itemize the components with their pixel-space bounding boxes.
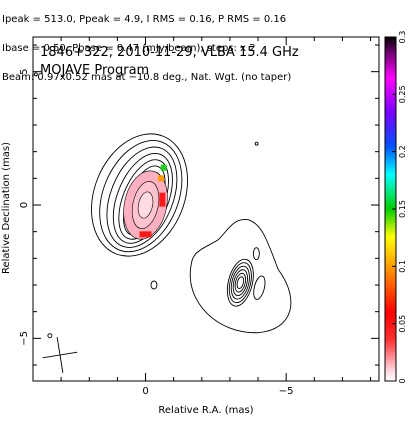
axis-ticks: 0 −5 5 0 −5 — [19, 37, 379, 397]
core-contour — [106, 146, 178, 248]
y-axis-label: Relative Declination (mas) — [1, 142, 12, 274]
colorbar-tick-label: 0.15 — [398, 200, 407, 218]
jet-knot-contour — [234, 272, 247, 293]
y-tick-label: 5 — [19, 68, 30, 74]
core-contour — [99, 140, 183, 253]
header-beam-line: Beam: 0.97x0.52 mas at −10.8 deg., Nat. … — [2, 71, 292, 83]
colorbar-tick-label: 0.25 — [398, 85, 407, 103]
polarization-pixel — [160, 164, 167, 171]
y-tick-label: 0 — [19, 202, 30, 208]
header-base-line: Ibase = 0.50, Pbase = 0.47 (mJy/beam), s… — [2, 42, 256, 54]
jet-knot-contour — [232, 269, 248, 297]
small-contour — [150, 280, 158, 290]
small-contour — [47, 333, 53, 339]
plot-header: Ipeak = 513.0, Ppeak = 4.9, I RMS = 0.16… — [2, 0, 291, 92]
x-axis-label: Relative R.A. (mas) — [158, 405, 253, 416]
beam-minor-axis — [42, 351, 78, 359]
colorbar-ticks: 0 0.05 0.1 0.15 0.2 0.25 0.3 — [392, 31, 407, 384]
colorbar-tick-label: 0.1 — [398, 260, 407, 273]
contour-layer — [33, 72, 292, 339]
x-tick-label: 0 — [142, 386, 148, 397]
jet-outer-contour — [189, 219, 292, 334]
jet-knot-contour — [230, 265, 250, 300]
x-tick-label: −5 — [279, 386, 294, 397]
core-intensity-fill — [137, 191, 154, 219]
y-tick-label: −5 — [19, 331, 30, 346]
small-contour — [33, 72, 38, 77]
small-contour — [254, 141, 259, 146]
chart-title: 1846+322, 2010-11-29, VLBA 15.4 GHz — [40, 45, 299, 60]
chart-subtitle: MOJAVE Program — [40, 63, 149, 78]
colorbar-tick-label: 0.3 — [398, 31, 407, 44]
jet-knot-contour — [228, 262, 252, 304]
jet-knot-contour — [236, 276, 245, 289]
polarization-layer — [139, 164, 167, 238]
beam-ellipse — [42, 337, 78, 373]
polarization-pixel — [139, 231, 152, 238]
plot-frame — [32, 36, 380, 382]
header-stats-line: Ipeak = 513.0, Ppeak = 4.9, I RMS = 0.16… — [2, 14, 287, 26]
colorbar-tick-label: 0.05 — [398, 315, 407, 333]
colorbar-tick-label: 0 — [398, 378, 407, 383]
colorbar-tick-label: 0.2 — [398, 145, 407, 158]
jet-small-contour — [252, 247, 260, 261]
core-contour — [91, 133, 188, 257]
jet-knot-contour — [226, 258, 254, 307]
jet-knot-contour — [253, 275, 266, 300]
polarization-pixel — [157, 175, 164, 182]
polarization-pixel — [159, 192, 166, 207]
